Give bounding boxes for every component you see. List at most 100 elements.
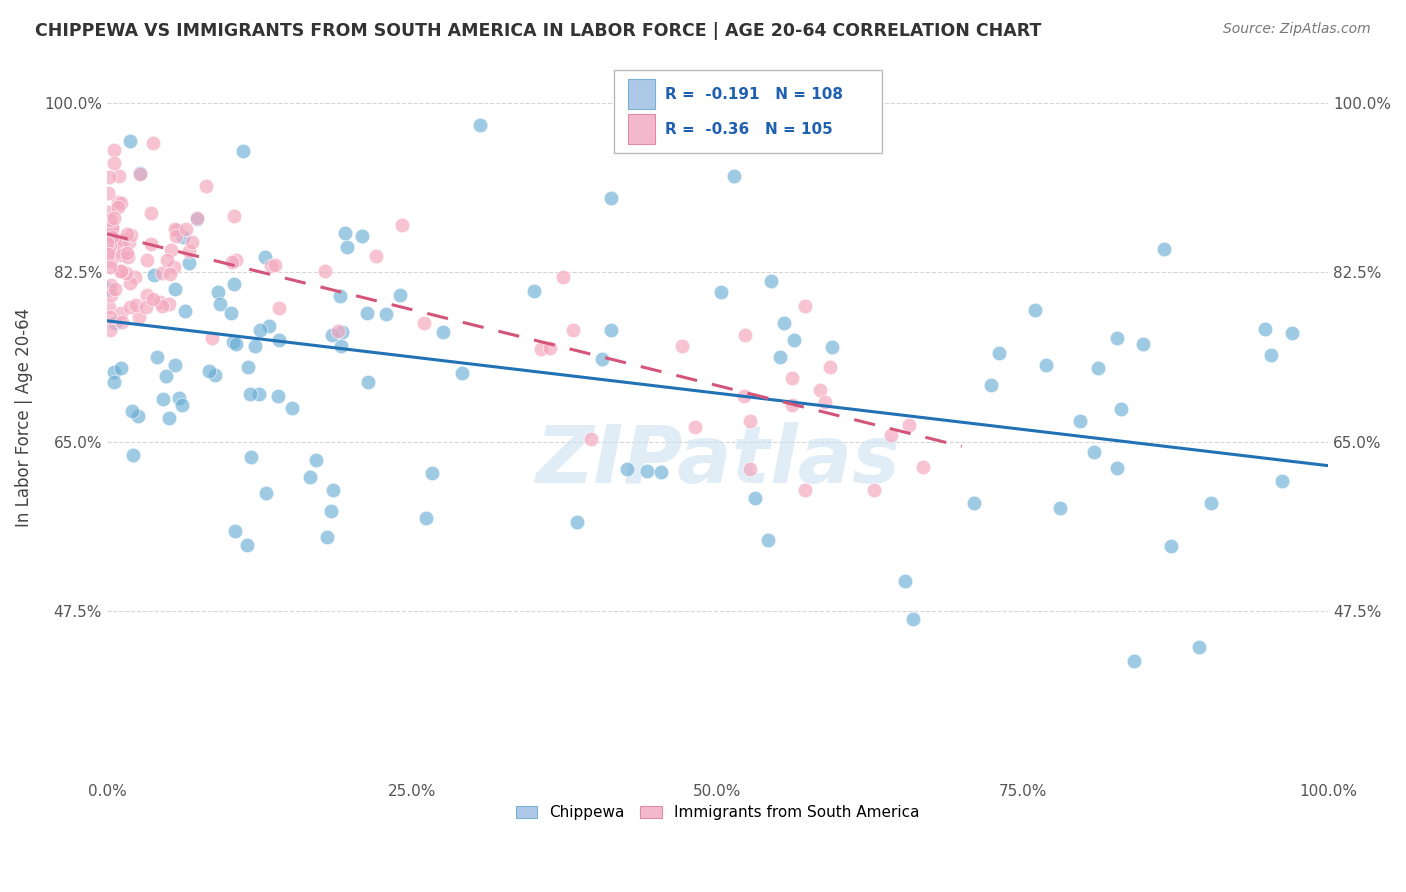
Point: [1260, 348, 1282, 362]
Point: [616, 462, 638, 476]
Point: [756, 533, 779, 547]
Point: [120, 134, 142, 148]
Point: [142, 268, 165, 282]
Point: [103, 375, 125, 389]
Point: [136, 288, 159, 302]
Point: [207, 285, 229, 300]
Text: ZIPatlas: ZIPatlas: [536, 422, 900, 500]
Point: [468, 118, 491, 132]
Point: [156, 252, 179, 267]
Y-axis label: In Labor Force | Age 20-64: In Labor Force | Age 20-64: [15, 308, 32, 527]
Point: [1083, 445, 1105, 459]
Point: [988, 345, 1011, 359]
Point: [101, 221, 124, 235]
Point: [305, 453, 328, 467]
Point: [808, 383, 831, 397]
Point: [124, 298, 146, 312]
Point: [100, 237, 122, 252]
Point: [97, 186, 120, 200]
Point: [221, 334, 243, 349]
Point: [710, 285, 733, 300]
Point: [451, 366, 474, 380]
Point: [98, 323, 121, 337]
Point: [733, 389, 755, 403]
Point: [579, 432, 602, 446]
Text: R =  -0.36   N = 105: R = -0.36 N = 105: [665, 121, 832, 136]
Point: [142, 136, 165, 150]
Point: [118, 300, 141, 314]
Point: [165, 229, 187, 244]
Point: [201, 331, 224, 345]
Point: [103, 211, 125, 225]
Point: [224, 277, 246, 291]
Point: [1254, 321, 1277, 335]
Point: [146, 350, 169, 364]
Point: [814, 394, 837, 409]
Point: [110, 361, 132, 376]
Point: [139, 237, 162, 252]
Point: [208, 297, 231, 311]
Point: [172, 398, 194, 412]
Point: [110, 244, 132, 258]
Point: [117, 250, 139, 264]
Point: [118, 277, 141, 291]
Point: [166, 222, 188, 236]
Point: [243, 339, 266, 353]
Point: [1281, 326, 1303, 341]
Point: [224, 524, 246, 538]
Legend: Chippewa, Immigrants from South America: Chippewa, Immigrants from South America: [510, 799, 925, 826]
Point: [107, 194, 129, 209]
Point: [249, 323, 271, 337]
Point: [260, 259, 283, 273]
Point: [108, 169, 131, 184]
Point: [267, 389, 290, 403]
Point: [97, 246, 120, 260]
Bar: [628, 79, 655, 110]
Point: [723, 169, 745, 183]
Point: [894, 574, 917, 588]
Point: [738, 414, 761, 428]
Point: [150, 299, 173, 313]
Point: [420, 466, 443, 480]
Point: [103, 365, 125, 379]
Point: [880, 428, 903, 442]
Point: [98, 310, 121, 325]
Point: [139, 206, 162, 220]
Point: [330, 339, 353, 353]
Point: [780, 371, 803, 385]
Point: [163, 282, 186, 296]
Point: [773, 317, 796, 331]
Point: [111, 315, 134, 329]
Point: [316, 531, 339, 545]
Point: [97, 205, 120, 219]
Point: [328, 324, 350, 338]
Point: [683, 419, 706, 434]
Point: [1087, 360, 1109, 375]
Text: Source: ZipAtlas.com: Source: ZipAtlas.com: [1223, 22, 1371, 37]
Point: [163, 221, 186, 235]
Point: [769, 350, 792, 364]
Point: [236, 359, 259, 374]
Point: [129, 166, 152, 180]
Point: [321, 328, 343, 343]
Point: [103, 143, 125, 157]
Point: [204, 368, 226, 382]
Point: [160, 243, 183, 257]
Point: [364, 249, 387, 263]
Point: [239, 387, 262, 401]
Point: [254, 486, 277, 500]
Point: [124, 270, 146, 285]
Point: [172, 230, 194, 244]
Point: [225, 337, 247, 351]
Point: [98, 213, 121, 227]
Point: [142, 292, 165, 306]
Point: [1109, 402, 1132, 417]
Point: [561, 323, 583, 337]
Point: [264, 259, 287, 273]
Point: [897, 418, 920, 433]
Point: [111, 234, 134, 248]
Point: [330, 325, 353, 339]
Point: [650, 465, 672, 479]
Point: [314, 263, 336, 277]
Point: [117, 227, 139, 241]
